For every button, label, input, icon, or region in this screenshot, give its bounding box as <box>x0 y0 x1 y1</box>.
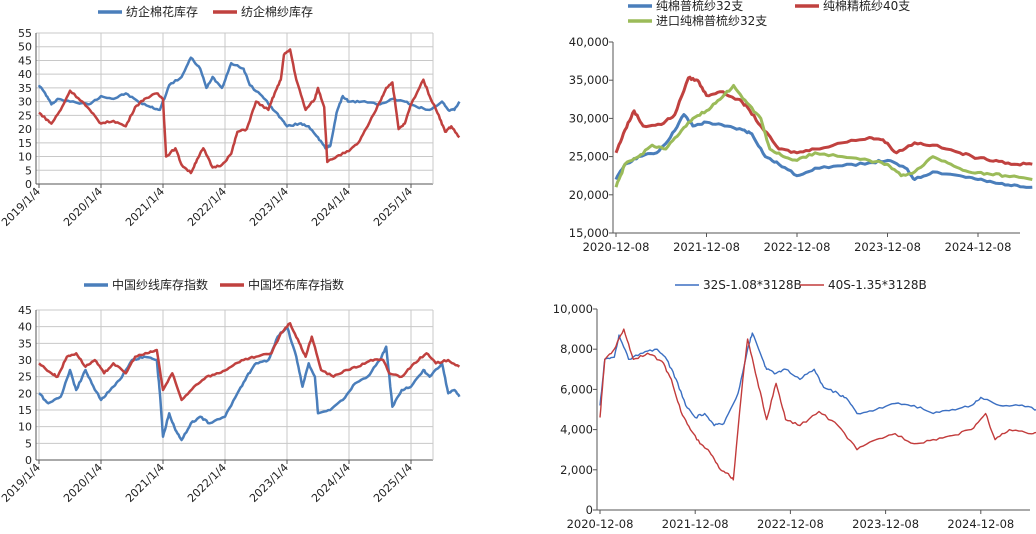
legend-label: 进口纯棉普梳纱32支 <box>656 13 767 28</box>
y-tick-label: 10 <box>18 421 32 434</box>
x-tick-label: 2022-12-08 <box>764 240 831 254</box>
legend-label: 中国纱线库存指数 <box>112 277 208 292</box>
x-tick-label: 2020-12-08 <box>567 517 634 531</box>
x-tick-label: 2021-12-08 <box>662 517 729 531</box>
series-line <box>599 328 1036 481</box>
y-tick-label: 50 <box>18 41 32 54</box>
x-tick-label: 2022-12-08 <box>757 517 824 531</box>
y-tick-label: 5 <box>25 164 32 177</box>
legend-label: 32S-1.08*3128B <box>703 278 802 292</box>
y-tick-label: 35 <box>18 337 32 350</box>
y-tick-label: 2,000 <box>560 463 593 477</box>
y-tick-label: 0 <box>25 178 32 191</box>
y-tick-label: 25 <box>18 371 32 384</box>
x-tick-label: 2020-12-08 <box>583 240 650 254</box>
series-line <box>38 322 461 402</box>
x-tick-label: 2019/1/4 <box>0 185 43 229</box>
legend-label: 中国坯布库存指数 <box>248 277 344 292</box>
x-tick-label: 2019/1/4 <box>0 461 43 505</box>
y-tick-label: 25 <box>18 109 32 122</box>
y-tick-label: 30 <box>18 96 32 109</box>
y-tick-label: 55 <box>18 27 32 40</box>
series-line <box>614 75 1033 167</box>
x-tick-label: 2020/1/4 <box>61 461 105 505</box>
x-tick-label: 2020/1/4 <box>61 185 105 229</box>
y-tick-label: 10 <box>18 151 32 164</box>
y-tick-label: 45 <box>18 54 32 67</box>
y-tick-label: 40 <box>18 321 32 334</box>
y-tick-label: 8,000 <box>560 342 593 356</box>
y-tick-label: 35,000 <box>569 73 609 87</box>
y-tick-label: 25,000 <box>569 150 609 164</box>
x-tick-label: 2022/1/4 <box>185 461 229 505</box>
x-tick-label: 2022/1/4 <box>185 185 229 229</box>
x-tick-label: 2021-12-08 <box>673 240 740 254</box>
y-tick-label: 45 <box>18 304 32 317</box>
y-tick-label: 6,000 <box>560 382 593 396</box>
x-tick-label: 2025/1/4 <box>371 185 415 229</box>
y-tick-label: 40,000 <box>569 35 609 49</box>
series-line <box>614 84 1033 188</box>
legend-label: 纯棉精梳纱40支 <box>823 0 910 13</box>
y-tick-label: 35 <box>18 82 32 95</box>
y-tick-label: 15 <box>18 137 32 150</box>
y-tick-label: 10,000 <box>553 302 593 316</box>
y-tick-label: 15 <box>18 404 32 417</box>
y-tick-label: 0 <box>586 503 593 517</box>
y-tick-label: 20,000 <box>569 188 609 202</box>
x-tick-label: 2021/1/4 <box>123 185 167 229</box>
x-tick-label: 2024-12-08 <box>947 517 1014 531</box>
x-tick-label: 2025/1/4 <box>371 461 415 505</box>
x-tick-label: 2024/1/4 <box>309 185 353 229</box>
series-line <box>37 56 461 150</box>
legend-label: 纯棉普梳纱32支 <box>656 0 743 13</box>
legend-label: 纺企棉纱库存 <box>241 4 313 19</box>
series-line <box>38 325 461 442</box>
y-tick-label: 15,000 <box>569 226 609 240</box>
legend-label: 40S-1.35*3128B <box>828 278 927 292</box>
y-tick-label: 5 <box>25 437 32 450</box>
y-tick-label: 30 <box>18 354 32 367</box>
y-tick-label: 20 <box>18 387 32 400</box>
x-tick-label: 2024/1/4 <box>309 461 353 505</box>
x-tick-label: 2021/1/4 <box>123 461 167 505</box>
y-tick-label: 4,000 <box>560 423 593 437</box>
x-tick-label: 2023/1/4 <box>247 461 291 505</box>
y-tick-label: 40 <box>18 68 32 81</box>
series-line <box>38 48 461 175</box>
series-line <box>614 113 1033 189</box>
x-tick-label: 2023-12-08 <box>852 517 919 531</box>
chart-yarn-prices: 40,000 35,000 30,000 25,000 20,000 15,0002020… <box>569 0 1033 254</box>
series-line <box>599 332 1036 427</box>
x-tick-label: 2024-12-08 <box>945 240 1012 254</box>
y-tick-label: 0 <box>25 454 32 467</box>
x-tick-label: 2023-12-08 <box>854 240 921 254</box>
x-tick-label: 2023/1/4 <box>247 185 291 229</box>
legend-label: 纺企棉花库存 <box>126 4 198 19</box>
y-tick-label: 30,000 <box>569 111 609 125</box>
y-tick-label: 20 <box>18 123 32 136</box>
